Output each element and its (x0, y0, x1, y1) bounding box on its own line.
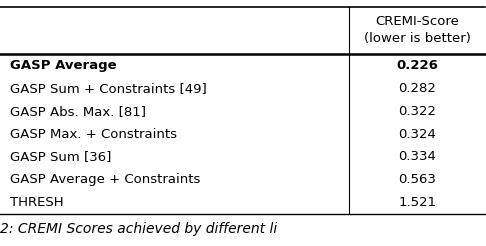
Text: THRESH: THRESH (10, 196, 63, 209)
Text: GASP Average: GASP Average (10, 59, 116, 72)
Text: 0.226: 0.226 (397, 59, 438, 72)
Text: GASP Abs. Max. [81]: GASP Abs. Max. [81] (10, 105, 146, 118)
Text: 0.282: 0.282 (399, 82, 436, 95)
Text: 0.334: 0.334 (399, 150, 436, 163)
Text: GASP Average + Constraints: GASP Average + Constraints (10, 173, 200, 186)
Text: 0.324: 0.324 (399, 128, 436, 140)
Text: 1.521: 1.521 (399, 196, 436, 209)
Text: CREMI-Score
(lower is better): CREMI-Score (lower is better) (364, 15, 471, 45)
Text: GASP Sum + Constraints [49]: GASP Sum + Constraints [49] (10, 82, 207, 95)
Text: 0.322: 0.322 (399, 105, 436, 118)
Text: GASP Sum [36]: GASP Sum [36] (10, 150, 111, 163)
Text: 0.563: 0.563 (399, 173, 436, 186)
Text: 2: CREMI Scores achieved by different li: 2: CREMI Scores achieved by different li (0, 222, 277, 236)
Text: GASP Max. + Constraints: GASP Max. + Constraints (10, 128, 177, 140)
